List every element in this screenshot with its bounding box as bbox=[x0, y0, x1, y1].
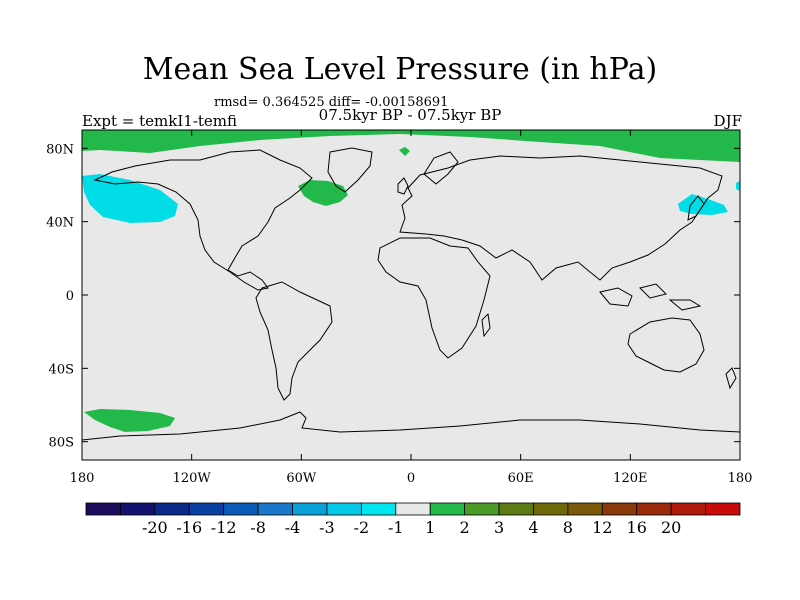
africa-coast bbox=[377, 237, 491, 359]
colorbar-swatch bbox=[636, 502, 672, 516]
colorbar-swatch bbox=[601, 502, 638, 516]
colorbar-label: 3 bbox=[494, 518, 504, 537]
x-tick-label: 0 bbox=[407, 471, 415, 486]
x-tick-label: 60W bbox=[286, 471, 317, 486]
dateline-negative-spot bbox=[736, 181, 740, 191]
antarctica-coast bbox=[82, 411, 740, 441]
colorbar-swatch bbox=[464, 502, 500, 516]
colorbar-label: -3 bbox=[319, 518, 335, 537]
colorbar-swatch bbox=[257, 502, 293, 516]
colorbar: -20 -16 -12 -8 -4 -3 -2 -1 1 2 3 4 8 12 16 20 bbox=[85, 502, 741, 537]
new-zealand-coast bbox=[725, 367, 737, 390]
stats-line: rmsd= 0.364525 diff= -0.00158691 bbox=[214, 95, 449, 110]
madagascar-coast bbox=[481, 312, 491, 338]
north-atlantic-positive-region bbox=[298, 180, 348, 206]
australia-coast bbox=[627, 317, 705, 373]
colorbar-label: 16 bbox=[627, 518, 647, 537]
x-axis: 180 120W 60W 0 60E 120E 180 bbox=[70, 130, 753, 486]
scandinavia-coast bbox=[423, 151, 459, 185]
x-tick-label: 180 bbox=[728, 471, 753, 486]
colorbar-swatch bbox=[360, 502, 397, 516]
uk-coast bbox=[397, 177, 409, 195]
northwest-pacific-negative-region bbox=[678, 194, 728, 215]
colorbar-swatch bbox=[326, 502, 362, 516]
y-axis: 80N 40N 0 40S 80S bbox=[46, 142, 740, 451]
eurasia-coast bbox=[399, 155, 723, 281]
colorbar-label: 4 bbox=[528, 518, 538, 537]
colorbar-label: -1 bbox=[388, 518, 404, 537]
colorbar-label: -16 bbox=[176, 518, 202, 537]
x-tick-label: 120E bbox=[613, 471, 647, 486]
y-tick-label: 40N bbox=[46, 216, 74, 231]
colorbar-label: -4 bbox=[285, 518, 301, 537]
north-america-coast bbox=[93, 149, 313, 291]
colorbar-swatch bbox=[292, 502, 328, 516]
colorbar-label: -2 bbox=[354, 518, 370, 537]
colorbar-swatch bbox=[85, 502, 121, 516]
colorbar-label: 12 bbox=[592, 518, 612, 537]
colorbar-swatch bbox=[395, 502, 431, 516]
colorbar-label: -8 bbox=[250, 518, 266, 537]
colorbar-label: 2 bbox=[460, 518, 470, 537]
y-tick-label: 80S bbox=[49, 436, 74, 451]
south-pacific-positive-region bbox=[84, 409, 175, 432]
map-subtitle: 07.5kyr BP - 07.5kyr BP bbox=[318, 106, 502, 124]
north-pacific-negative-region bbox=[82, 174, 178, 223]
colorbar-swatch bbox=[120, 502, 156, 516]
colorbar-swatch bbox=[670, 502, 706, 516]
season-label: DJF bbox=[713, 112, 742, 130]
maritime-southeast-asia-coast bbox=[599, 283, 702, 311]
colorbar-label: 20 bbox=[661, 518, 681, 537]
y-tick-label: 0 bbox=[66, 289, 74, 304]
colorbar-swatch bbox=[705, 502, 741, 516]
map-background bbox=[82, 130, 740, 460]
y-tick-label: 40S bbox=[49, 362, 74, 377]
colorbar-swatch bbox=[154, 502, 190, 516]
x-tick-label: 120W bbox=[173, 471, 212, 486]
south-america-coast bbox=[255, 281, 333, 401]
colorbar-label: -20 bbox=[142, 518, 168, 537]
map-title: Mean Sea Level Pressure (in hPa) bbox=[142, 52, 658, 87]
colorbar-label: -12 bbox=[211, 518, 237, 537]
colorbar-swatch bbox=[567, 502, 603, 516]
experiment-label: Expt = temkI1-temfi bbox=[82, 112, 238, 130]
x-tick-label: 180 bbox=[70, 471, 95, 486]
colorbar-swatch bbox=[223, 502, 259, 516]
colorbar-swatch bbox=[498, 502, 534, 516]
japan-coast bbox=[687, 195, 705, 221]
colorbar-swatch bbox=[188, 502, 225, 516]
colorbar-label: 8 bbox=[563, 518, 573, 537]
y-tick-label: 80N bbox=[46, 142, 74, 157]
arctic-positive-region bbox=[82, 130, 740, 162]
coastlines bbox=[82, 147, 740, 441]
colorbar-swatch bbox=[429, 502, 466, 516]
colorbar-swatch bbox=[533, 502, 569, 516]
colorbar-label: 1 bbox=[425, 518, 435, 537]
x-tick-label: 60E bbox=[508, 471, 534, 486]
greenland-positive-spot bbox=[399, 147, 410, 156]
greenland-coast bbox=[327, 147, 373, 193]
